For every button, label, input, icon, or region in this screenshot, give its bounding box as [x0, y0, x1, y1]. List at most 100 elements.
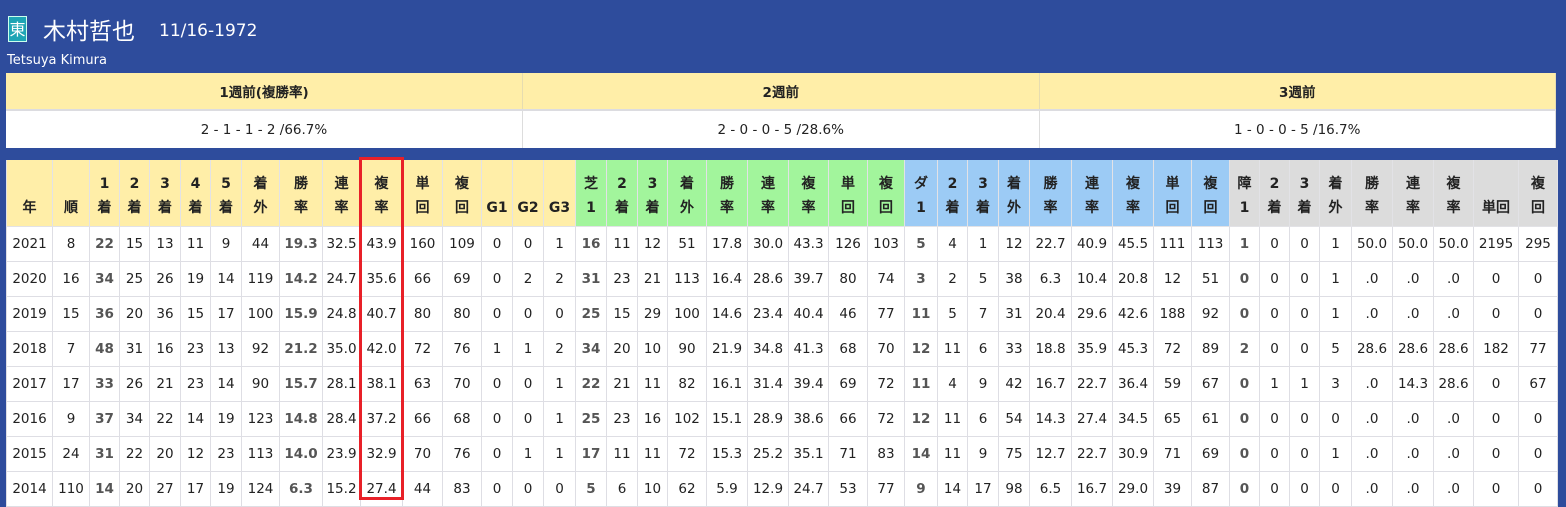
yearly-stats-table: 年順 1 着 2 着 3 着 4 着 5 着着外勝率連率複率単回複回 G1 G2 G3 芝 1 2 着 3 着着外勝率… [6, 160, 1558, 507]
table-cell: 0 [1518, 436, 1558, 472]
table-cell: 50.0 [1433, 226, 1474, 262]
column-header-label: 回 [455, 200, 469, 216]
column-header-label: 外 [1007, 200, 1021, 216]
column-header-label: 連 [761, 176, 775, 192]
table-cell: 16 [52, 261, 90, 297]
table-cell: 40.4 [788, 296, 829, 332]
table-cell: 0 [1259, 401, 1290, 437]
table-cell: .0 [1392, 471, 1434, 507]
table-cell: 16 [575, 226, 607, 262]
table-cell: .0 [1351, 296, 1393, 332]
column-header: 複回 [867, 160, 905, 227]
table-cell: 5 [575, 471, 607, 507]
table-cell: 0 [1259, 331, 1290, 367]
column-header-label: 率 [1365, 200, 1379, 216]
column-header-label: 年 [22, 200, 37, 216]
table-cell: 160 [402, 226, 443, 262]
column-header-label: 連 [1085, 176, 1099, 192]
table-cell: 2021 [6, 226, 53, 262]
table-cell: 22.7 [1071, 366, 1113, 402]
table-cell: 17 [575, 436, 607, 472]
table-cell: 9 [967, 366, 999, 402]
jockey-name: 木村哲也 [43, 19, 135, 45]
table-cell: 22 [89, 226, 120, 262]
table-cell: 12 [180, 436, 211, 472]
table-cell: 15.9 [279, 296, 323, 332]
table-cell: 1 [1319, 261, 1352, 297]
table-cell: 1 [512, 331, 544, 367]
table-cell: 2195 [1473, 226, 1519, 262]
table-cell: 9 [52, 401, 90, 437]
table-cell: 119 [241, 261, 280, 297]
week-1-value: 2 - 1 - 1 - 2 /66.7% [6, 110, 523, 148]
table-cell: 37.2 [360, 401, 403, 437]
table-cell: 0 [1229, 366, 1260, 402]
column-header-label: 外 [1328, 200, 1343, 216]
table-cell: 42.0 [360, 331, 403, 367]
column-header: 着外 [241, 160, 280, 227]
table-cell: 20 [149, 436, 181, 472]
column-header-label: 障 [1237, 176, 1252, 192]
table-cell: 0 [512, 471, 544, 507]
table-cell: 77 [1518, 331, 1558, 367]
column-header-label: 着 [188, 200, 203, 216]
column-header-label: 1 [99, 176, 110, 192]
table-cell: 14 [180, 401, 211, 437]
table-row: 2018 7 48 31 16 23 13 92 21.2 35.0 42.0 72 76 1 1 2 34 20… [6, 331, 1558, 367]
table-cell: 1 [543, 226, 576, 262]
table-cell: 13 [149, 226, 181, 262]
table-cell: 0 [1473, 471, 1519, 507]
table-cell: 72 [867, 401, 905, 437]
table-cell: 8 [52, 226, 90, 262]
column-header-label: 1 [916, 200, 926, 216]
table-cell: 0 [481, 296, 513, 332]
table-cell: 15.7 [279, 366, 323, 402]
table-cell: 23 [180, 366, 211, 402]
table-cell: 4 [937, 226, 968, 262]
table-cell: 0 [512, 366, 544, 402]
column-header-label: 回 [1203, 200, 1218, 216]
table-cell: 11 [180, 226, 211, 262]
table-cell: 22 [575, 366, 607, 402]
column-header-label: 複 [1126, 176, 1140, 192]
table-cell: 71 [1153, 436, 1192, 472]
table-cell: 70 [867, 331, 905, 367]
table-cell: 6.3 [279, 471, 323, 507]
column-header-label: 勝 [1043, 176, 1058, 192]
table-cell: 2018 [6, 331, 53, 367]
table-cell: 0 [1473, 296, 1519, 332]
table-cell: 113 [241, 436, 280, 472]
table-cell: 21.2 [279, 331, 323, 367]
affiliation-badge: 東 [8, 16, 27, 42]
column-header: 勝率 [1029, 160, 1072, 227]
table-cell: 24.8 [322, 296, 361, 332]
table-cell: 12 [1153, 261, 1192, 297]
table-cell: 0 [512, 401, 544, 437]
table-cell: 26 [149, 261, 181, 297]
column-header-label: 着 [158, 200, 172, 216]
table-cell: 71 [828, 436, 868, 472]
column-header: 複率 [1433, 160, 1474, 227]
table-cell: 45.3 [1112, 331, 1154, 367]
table-cell: 0 [1259, 471, 1290, 507]
table-cell: 17 [180, 471, 211, 507]
column-header-label: 着 [219, 200, 233, 216]
column-header: 単回 [828, 160, 868, 227]
table-cell: 76 [442, 331, 482, 367]
table-cell: 68 [442, 401, 482, 437]
table-cell: 72 [667, 436, 707, 472]
table-cell: 29 [637, 296, 668, 332]
column-header-label: 率 [374, 200, 389, 216]
column-header-label: 勝 [720, 176, 734, 192]
table-cell: 82 [667, 366, 707, 402]
column-header-label: 率 [761, 200, 775, 216]
table-cell: 46 [828, 296, 868, 332]
table-cell: 124 [241, 471, 280, 507]
table-cell: 11 [606, 226, 638, 262]
table-cell: 69 [442, 261, 482, 297]
table-cell: 87 [1191, 471, 1230, 507]
column-header-label: 回 [1165, 200, 1180, 216]
column-header-label [7, 172, 52, 196]
